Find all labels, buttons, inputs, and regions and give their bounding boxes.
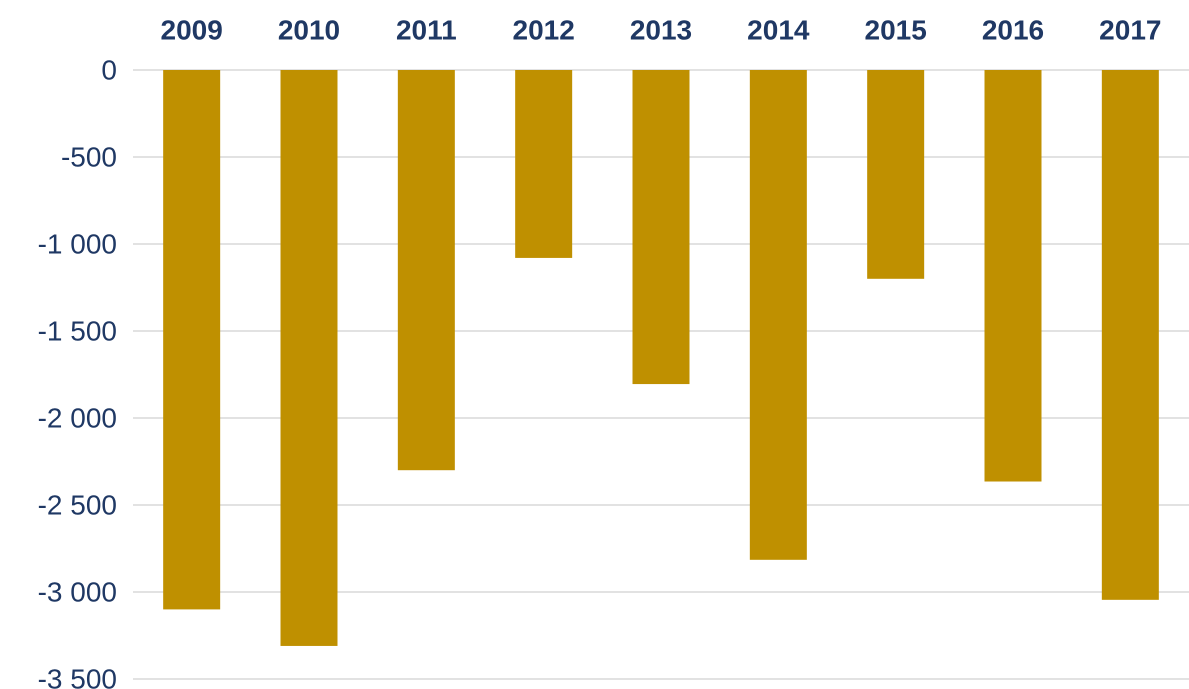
bar-2014 <box>749 70 807 560</box>
y-tick-label: -2 000 <box>38 403 117 434</box>
y-tick-label: 0 <box>101 55 117 86</box>
bar-2016 <box>984 70 1042 482</box>
bar-2015 <box>867 70 925 279</box>
bar-2017 <box>1101 70 1159 600</box>
category-label-2011: 2011 <box>396 15 457 46</box>
category-label-2013: 2013 <box>630 15 692 46</box>
y-tick-label: -1 000 <box>38 229 117 260</box>
category-label-2010: 2010 <box>278 15 340 46</box>
y-tick-label: -2 500 <box>38 490 117 521</box>
category-label-2016: 2016 <box>982 15 1044 46</box>
category-label-2014: 2014 <box>747 15 810 46</box>
y-tick-label: -3 500 <box>38 664 117 689</box>
category-label-2012: 2012 <box>513 15 575 46</box>
bar-2012 <box>515 70 573 258</box>
y-tick-label: -3 000 <box>38 577 117 608</box>
bars <box>163 70 1159 646</box>
bar-2011 <box>397 70 455 471</box>
bar-2010 <box>280 70 338 646</box>
bar-2009 <box>163 70 221 610</box>
bar-2013 <box>632 70 690 385</box>
category-label-2015: 2015 <box>865 15 927 46</box>
y-axis-tick-labels: 0 -500 -1 000 -1 500 -2 000 -2 500 -3 000 -3 50… <box>38 55 117 689</box>
y-tick-label: -1 500 <box>38 316 117 347</box>
category-label-2017: 2017 <box>1099 15 1161 46</box>
y-tick-label: -500 <box>61 142 117 173</box>
x-axis-category-labels: 2009 2010 2011 2012 2013 2014 2015 2016 2017 <box>161 15 1162 46</box>
category-label-2009: 2009 <box>161 15 223 46</box>
